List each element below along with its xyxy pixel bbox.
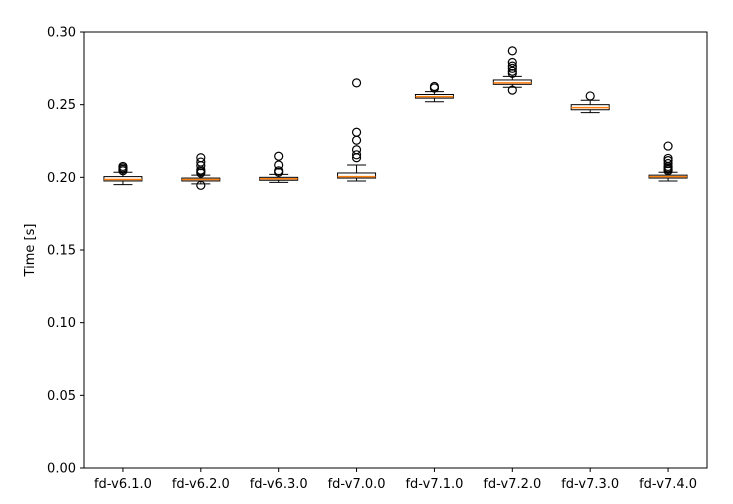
outlier-point [196, 157, 206, 167]
box-fd-v7.3.0 [570, 91, 610, 114]
x-tick-label: fd-v7.3.0 [561, 477, 619, 492]
x-tick-label: fd-v7.2.0 [483, 477, 541, 492]
iqr-box [337, 172, 377, 179]
outlier-point [507, 85, 517, 95]
x-tick-label: fd-v6.3.0 [250, 477, 308, 492]
outlier-point [274, 166, 284, 176]
x-axis: fd-v6.1.0 fd-v6.2.0 fd-v6.3.0 fd-v7.0.0 fd-v… [94, 468, 697, 492]
outlier-point [196, 180, 206, 190]
outlier-point [663, 141, 673, 151]
outlier-point [351, 135, 362, 145]
outlier-point [351, 145, 362, 155]
plot-frame [83, 31, 708, 469]
box-fd-v6.1.0 [103, 161, 143, 186]
box-fd-v6.3.0 [259, 151, 299, 183]
box-fd-v7.1.0 [414, 81, 454, 103]
y-tick-label: 0.05 [47, 389, 76, 404]
y-tick-label: 0.25 [47, 98, 76, 113]
outlier-point [274, 160, 284, 170]
box-fd-v7.2.0 [492, 46, 532, 95]
outlier-point [663, 153, 673, 164]
x-tick-label: fd-v6.1.0 [94, 477, 152, 492]
outlier-point [351, 127, 362, 137]
outlier-point [507, 57, 517, 68]
outlier-point [663, 158, 673, 169]
x-tick-label: fd-v7.4.0 [639, 477, 697, 492]
y-axis: 0.00 0.05 0.10 0.15 0.20 0.25 0.30 [47, 26, 84, 477]
y-tick-label: 0.15 [47, 244, 76, 259]
x-tick-label: fd-v6.2.0 [172, 477, 230, 492]
box-fd-v7.4.0 [648, 141, 688, 182]
y-tick-label: 0.20 [47, 171, 76, 186]
outlier-point [507, 66, 517, 76]
box-fd-v6.2.0 [181, 153, 221, 190]
outlier-point [196, 153, 206, 163]
x-tick-label: fd-v7.0.0 [328, 477, 386, 492]
outlier-point [429, 81, 440, 92]
box-series [103, 46, 688, 190]
outlier-point [585, 91, 595, 101]
x-tick-label: fd-v7.1.0 [405, 477, 463, 492]
outlier-point [274, 151, 284, 161]
outlier-point [507, 61, 517, 71]
outlier-point [118, 161, 128, 172]
outlier-point [507, 46, 517, 56]
y-tick-label: 0.10 [47, 316, 76, 331]
outlier-point [351, 150, 362, 160]
outlier-point [351, 78, 362, 88]
y-tick-label: 0.00 [47, 462, 76, 477]
box-fd-v7.0.0 [337, 78, 377, 182]
y-axis-label: Time [s] [23, 224, 38, 278]
y-tick-label: 0.30 [47, 26, 76, 41]
